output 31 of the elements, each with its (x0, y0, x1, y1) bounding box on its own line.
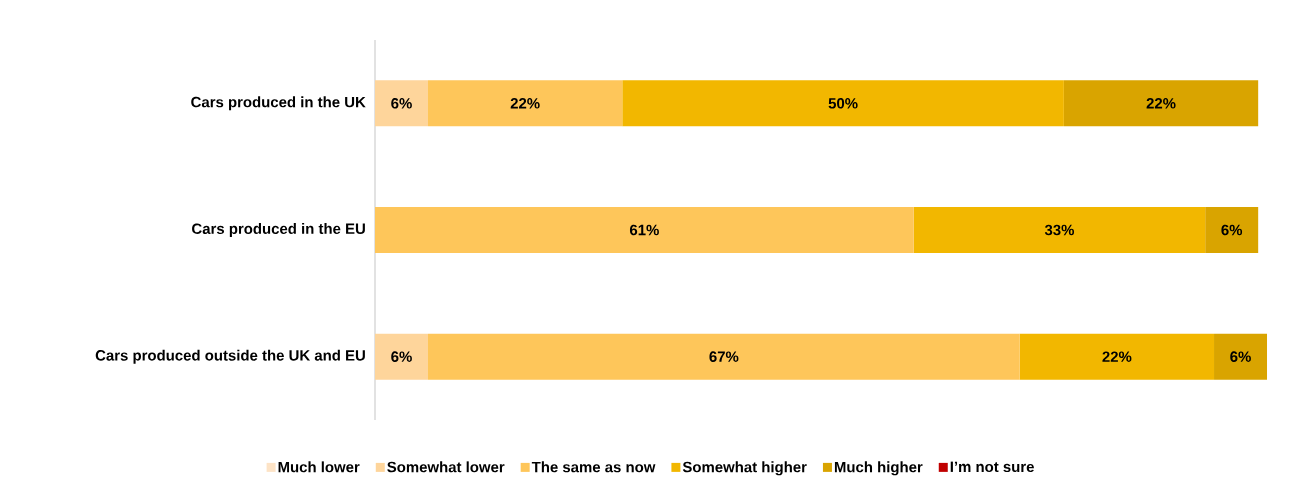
data-label: 6% (391, 98, 412, 109)
data-label: 67% (709, 351, 739, 362)
bar (375, 207, 914, 253)
data-label: 22% (1102, 351, 1132, 362)
bar (622, 80, 1064, 127)
bar (1063, 80, 1259, 127)
legend-label: Much lower (278, 461, 360, 473)
y-tick-label: Cars produced in the EU (192, 223, 365, 237)
data-label: 6% (391, 351, 412, 362)
bar (1214, 333, 1268, 380)
bar (375, 333, 428, 380)
bar (427, 333, 1020, 380)
bar (1205, 207, 1259, 253)
legend-label: The same as now (531, 461, 656, 473)
bar (375, 80, 428, 127)
y-tick-label: Cars produced in the UK (191, 96, 366, 111)
legend-label: Somewhat lower (387, 461, 505, 473)
legend-label: I’m not sure (950, 461, 1034, 473)
data-label: 33% (1044, 224, 1075, 236)
data-label: 6% (1230, 351, 1251, 362)
legend-label: Somewhat higher (682, 461, 807, 476)
bar (1019, 333, 1215, 380)
data-label: 50% (828, 98, 858, 109)
bar (427, 80, 623, 127)
data-label: 61% (629, 224, 659, 236)
data-label: 22% (1146, 98, 1176, 109)
bar (913, 207, 1206, 253)
data-label: 22% (510, 98, 540, 109)
y-tick-label: Cars produced outside the UK and EU (95, 349, 365, 364)
legend-label: Much higher (834, 461, 923, 476)
data-label: 6% (1221, 224, 1243, 236)
